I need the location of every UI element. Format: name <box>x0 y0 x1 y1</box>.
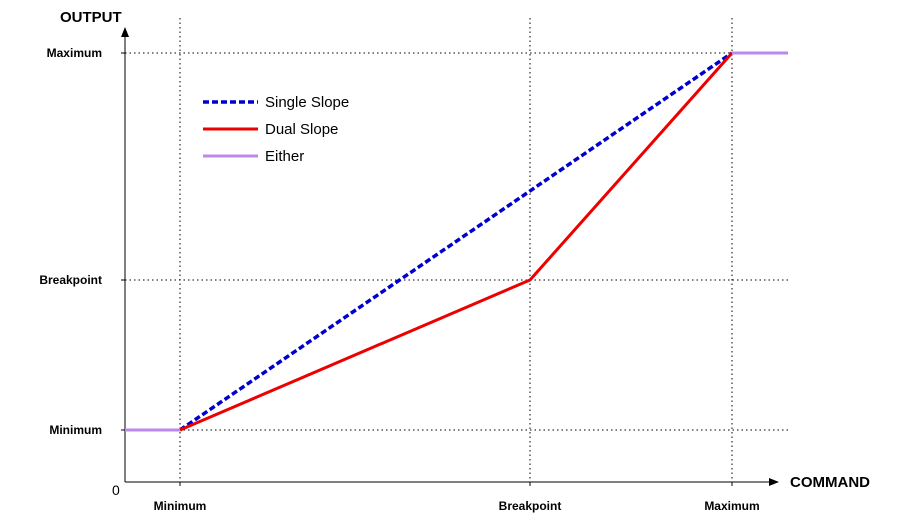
legend-label-either: Either <box>265 148 304 165</box>
series-line-single-slope <box>179 51 733 432</box>
origin-label: 0 <box>112 482 120 498</box>
series-line-dual-slope <box>179 52 734 432</box>
x-tick-label-breakpoint: Breakpoint <box>499 499 562 513</box>
axes <box>121 27 779 486</box>
y-axis-title: OUTPUT <box>60 9 122 26</box>
y-tick-label-maximum: Maximum <box>47 46 102 60</box>
gridlines <box>125 18 788 482</box>
y-tick-label-minimum: Minimum <box>49 423 102 437</box>
x-tick-labels: Minimum Breakpoint Maximum <box>154 482 760 513</box>
series <box>125 51 788 432</box>
y-tick-labels: Minimum Breakpoint Maximum <box>39 46 125 437</box>
y-tick-label-breakpoint: Breakpoint <box>39 273 102 287</box>
x-tick-label-maximum: Maximum <box>704 499 759 513</box>
legend-label-dual-slope: Dual Slope <box>265 121 338 138</box>
legend: Single Slope Dual Slope Either <box>203 94 349 165</box>
legend-label-single-slope: Single Slope <box>265 94 349 111</box>
x-tick-label-minimum: Minimum <box>154 499 207 513</box>
x-axis-title: COMMAND <box>790 474 870 491</box>
